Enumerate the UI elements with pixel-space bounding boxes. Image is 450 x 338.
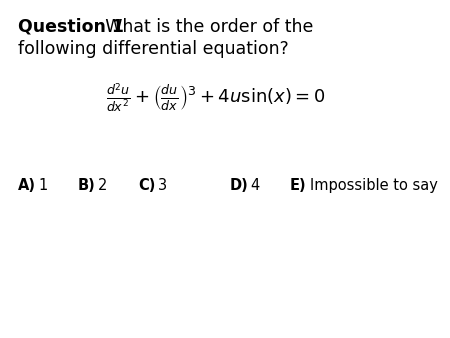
Text: Impossible to say: Impossible to say — [310, 178, 438, 193]
Text: Question 1: Question 1 — [18, 18, 124, 36]
Text: 3: 3 — [158, 178, 167, 193]
Text: E): E) — [290, 178, 306, 193]
Text: 2: 2 — [98, 178, 108, 193]
Text: 1: 1 — [38, 178, 47, 193]
Text: A): A) — [18, 178, 36, 193]
Text: following differential equation?: following differential equation? — [18, 40, 289, 58]
Text: 4: 4 — [250, 178, 259, 193]
Text: C): C) — [138, 178, 155, 193]
Text: D): D) — [230, 178, 249, 193]
Text: B): B) — [78, 178, 96, 193]
Text: : What is the order of the: : What is the order of the — [94, 18, 313, 36]
Text: $\frac{d^2u}{dx^2} + \left(\frac{du}{dx}\right)^{3} + 4u\sin(x) = 0$: $\frac{d^2u}{dx^2} + \left(\frac{du}{dx}… — [106, 82, 326, 116]
